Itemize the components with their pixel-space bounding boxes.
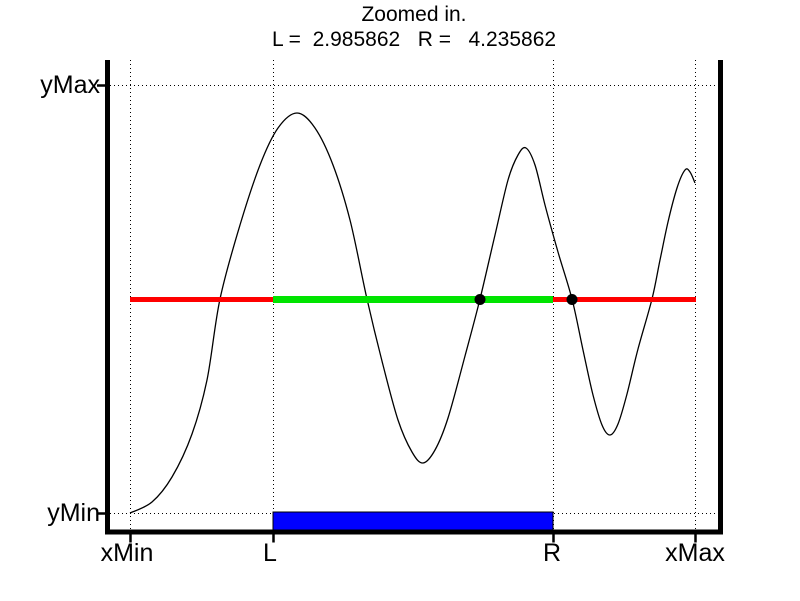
root-marker-1 (474, 294, 486, 305)
plot-subtitle-lr-values: L = 2.985862 R = 4.235862 (271, 28, 557, 51)
y-axis-label-ymin: yMin (47, 499, 100, 527)
chirp-function-curve (129, 112, 696, 514)
x-axis-label-xmax: xMax (665, 539, 725, 567)
plot-title: Zoomed in. (361, 3, 467, 26)
y-axis-label-ymax: yMax (40, 71, 100, 99)
x-axis-label-right-bracket: R (542, 539, 562, 567)
root-marker-2 (566, 294, 578, 305)
x-axis-label-xmin: xMin (100, 539, 154, 567)
interval-bar (272, 511, 554, 531)
plot-title-block: Zoomed in. L = 2.985862 R = 4.235862 (114, 2, 714, 52)
x-axis-label-left-bracket: L (263, 539, 277, 567)
